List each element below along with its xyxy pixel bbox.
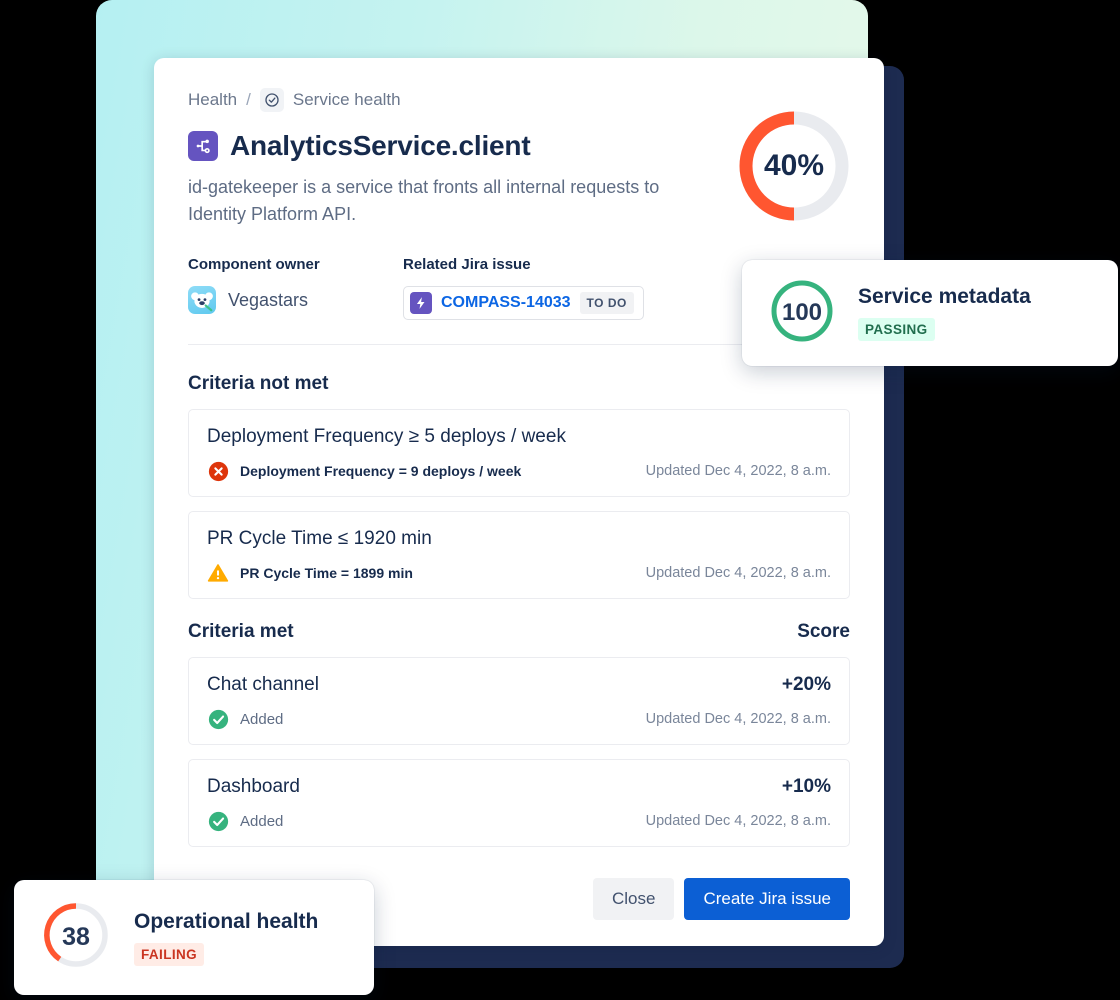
criteria-detail: PR Cycle Time = 1899 min — [240, 565, 413, 581]
health-score-donut: 40% — [734, 106, 854, 226]
criteria-met-heading-row: Criteria met Score — [188, 621, 850, 643]
success-check-icon — [207, 810, 229, 832]
criteria-score: +10% — [781, 776, 831, 797]
success-check-icon — [207, 708, 229, 730]
criteria-updated: Updated Dec 4, 2022, 8 a.m. — [645, 565, 831, 581]
service-metadata-score: 100 — [781, 299, 823, 326]
criteria-met-heading: Criteria met — [188, 621, 294, 642]
criteria-card-dashboard: Dashboard +10% Added Updated Dec 4, 2022… — [188, 759, 850, 847]
metadata-row: Component owner Vegastars — [188, 256, 850, 320]
criteria-not-met-heading-row: Criteria not met — [188, 373, 850, 395]
component-owner-name: Vegastars — [228, 289, 309, 310]
component-owner-label: Component owner — [188, 256, 320, 273]
service-description: id-gatekeeper is a service that fronts a… — [188, 177, 660, 224]
modal-footer: Close Create Jira issue — [592, 878, 850, 920]
criteria-not-met-heading: Criteria not met — [188, 373, 329, 394]
criteria-detail: Added — [240, 812, 284, 830]
breadcrumb-separator: / — [246, 90, 251, 109]
criteria-score: +20% — [781, 674, 831, 695]
create-jira-issue-button[interactable]: Create Jira issue — [684, 878, 850, 920]
criteria-updated: Updated Dec 4, 2022, 8 a.m. — [645, 711, 831, 727]
health-score-label: 40% — [763, 149, 825, 182]
breadcrumb-item-health[interactable]: Health — [188, 90, 238, 109]
criteria-title: Dashboard — [207, 776, 300, 797]
page-title: AnalyticsService.client — [230, 130, 531, 161]
service-health-modal: Health / Service health A — [154, 58, 884, 946]
criteria-card-deployment-frequency: Deployment Frequency ≥ 5 deploys / week … — [188, 409, 850, 497]
criteria-title: Chat channel — [207, 674, 319, 695]
criteria-title: PR Cycle Time ≤ 1920 min — [207, 528, 432, 549]
close-button[interactable]: Close — [592, 878, 675, 920]
service-metadata-status-badge: PASSING — [858, 318, 935, 341]
criteria-title: Deployment Frequency ≥ 5 deploys / week — [207, 426, 566, 447]
share-nodes-icon — [188, 131, 218, 161]
criteria-updated: Updated Dec 4, 2022, 8 a.m. — [645, 463, 831, 479]
service-metadata-card[interactable]: 100 Service metadata PASSING — [742, 260, 1118, 366]
warning-triangle-icon — [207, 562, 229, 584]
criteria-card-chat-channel: Chat channel +20% Added Updated Dec 4, 2… — [188, 657, 850, 745]
check-circle-icon — [259, 88, 284, 112]
operational-health-score: 38 — [62, 923, 90, 951]
operational-health-score-ring: 38 — [40, 899, 112, 976]
operational-health-title: Operational health — [134, 909, 319, 933]
koala-avatar-icon — [188, 286, 216, 314]
page-title-row: AnalyticsService.client — [188, 130, 850, 162]
criteria-detail: Added — [240, 710, 284, 728]
criteria-updated: Updated Dec 4, 2022, 8 a.m. — [645, 813, 831, 829]
related-jira-label: Related Jira issue — [403, 256, 531, 273]
breadcrumb-item-service-health[interactable]: Service health — [292, 90, 401, 109]
breadcrumb: Health / Service health — [188, 88, 850, 112]
service-metadata-score-ring: 100 — [768, 277, 836, 350]
service-metadata-title: Service metadata — [858, 285, 1031, 308]
operational-health-card[interactable]: 38 Operational health FAILING — [14, 880, 374, 995]
error-cross-icon — [207, 460, 229, 482]
criteria-detail: Deployment Frequency = 9 deploys / week — [240, 463, 522, 479]
related-jira-issue-chip[interactable]: COMPASS-14033 TO DO — [403, 286, 644, 320]
jira-bolt-icon — [410, 292, 432, 314]
section-divider — [188, 344, 850, 345]
jira-status-badge: TO DO — [579, 292, 634, 314]
criteria-card-pr-cycle-time: PR Cycle Time ≤ 1920 min PR Cycle Time =… — [188, 511, 850, 599]
jira-issue-key[interactable]: COMPASS-14033 — [441, 294, 571, 311]
operational-health-status-badge: FAILING — [134, 942, 205, 966]
criteria-met-score-header: Score — [797, 621, 850, 642]
